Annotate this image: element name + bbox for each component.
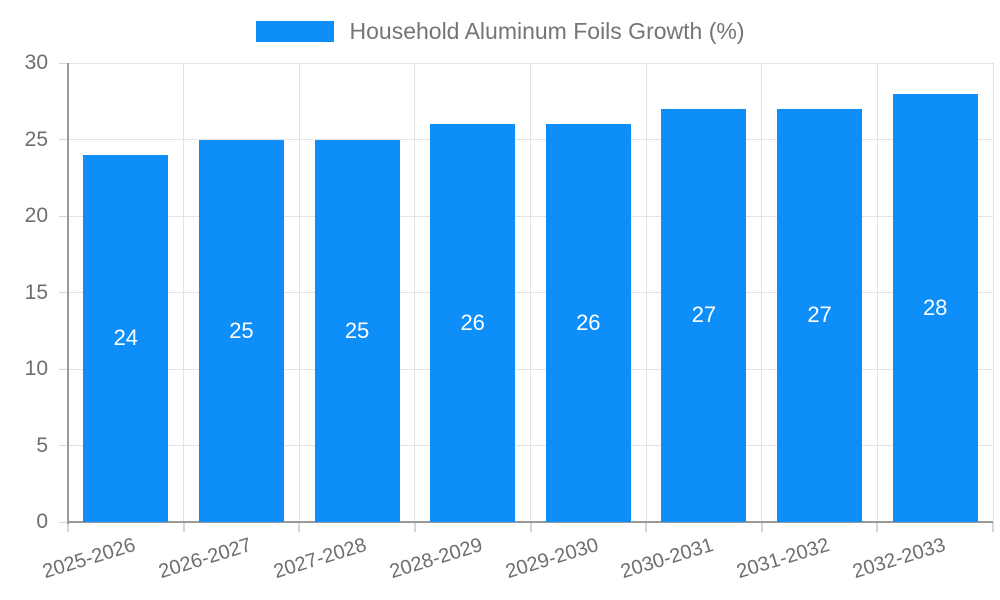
y-axis-tick <box>59 139 68 140</box>
y-axis-tick-label: 20 <box>24 204 48 227</box>
x-gridline <box>414 63 416 522</box>
x-gridline <box>530 63 531 522</box>
x-gridline <box>992 63 994 522</box>
bar-value-label: 24 <box>113 325 139 351</box>
bar-value-label: 25 <box>344 317 370 343</box>
x-axis-tick <box>645 522 648 532</box>
x-axis-tick <box>876 522 879 532</box>
bar-2030-2031[interactable]: 27 <box>661 108 747 522</box>
x-gridline <box>298 63 300 522</box>
x-gridline <box>761 63 763 522</box>
bar-2025-2026[interactable]: 24 <box>83 154 169 522</box>
y-axis-tick <box>59 215 68 217</box>
x-axis-category-label: 2028-2029 <box>387 534 486 584</box>
y-axis-tick-label: 15 <box>24 280 48 304</box>
x-axis-category-label: 2025-2026 <box>40 534 139 584</box>
bar-value-label: 28 <box>922 294 948 320</box>
x-axis-category-label: 2026-2027 <box>155 534 254 584</box>
y-axis-tick-label: 30 <box>24 51 48 74</box>
bar-value-label: 25 <box>229 317 254 343</box>
bar-2026-2027[interactable]: 25 <box>198 139 284 522</box>
y-axis-line <box>67 63 69 524</box>
x-gridline <box>876 63 878 522</box>
y-axis-tick <box>59 521 68 523</box>
x-axis-tick <box>298 522 301 532</box>
x-axis-tick <box>413 522 416 532</box>
y-axis-tick <box>59 292 68 293</box>
y-gridline <box>68 62 993 64</box>
y-axis-tick-label: 25 <box>24 127 48 151</box>
x-axis-category-label: 2027-2028 <box>271 534 370 584</box>
bar-2029-2030[interactable]: 26 <box>545 124 631 522</box>
bar-value-label: 27 <box>807 302 832 328</box>
bar-value-label: 26 <box>576 310 601 336</box>
x-axis-tick <box>529 522 532 532</box>
x-axis-category-label: 2031-2032 <box>734 534 832 584</box>
x-axis-tick <box>992 522 994 532</box>
bar-2028-2029[interactable]: 26 <box>430 124 516 522</box>
x-axis-category-label: 2030-2031 <box>618 534 717 584</box>
legend-label: Household Aluminum Foils Growth (%) <box>349 18 745 44</box>
bar-2032-2033[interactable]: 28 <box>892 93 978 522</box>
y-axis-tick-label: 10 <box>24 357 48 380</box>
x-axis-category-label: 2032-2033 <box>849 534 948 584</box>
y-axis-tick <box>59 368 68 370</box>
bar-value-label: 27 <box>691 302 717 328</box>
y-axis-tick-label: 5 <box>36 433 48 457</box>
x-gridline <box>645 63 647 522</box>
x-axis-tick <box>67 522 69 532</box>
y-axis-tick-label: 0 <box>36 510 48 533</box>
legend-swatch-icon <box>255 20 334 42</box>
x-axis-category-label: 2029-2030 <box>502 534 601 584</box>
chart-legend[interactable]: Household Aluminum Foils Growth (%) <box>0 17 1000 45</box>
bar-value-label: 26 <box>460 310 485 336</box>
y-axis-tick <box>59 62 68 64</box>
x-axis-tick <box>182 522 185 532</box>
x-gridline <box>183 63 185 522</box>
x-axis-tick <box>760 522 763 532</box>
bar-2027-2028[interactable]: 25 <box>314 139 400 522</box>
bar-2031-2032[interactable]: 27 <box>777 108 863 522</box>
y-axis-tick <box>59 445 68 446</box>
